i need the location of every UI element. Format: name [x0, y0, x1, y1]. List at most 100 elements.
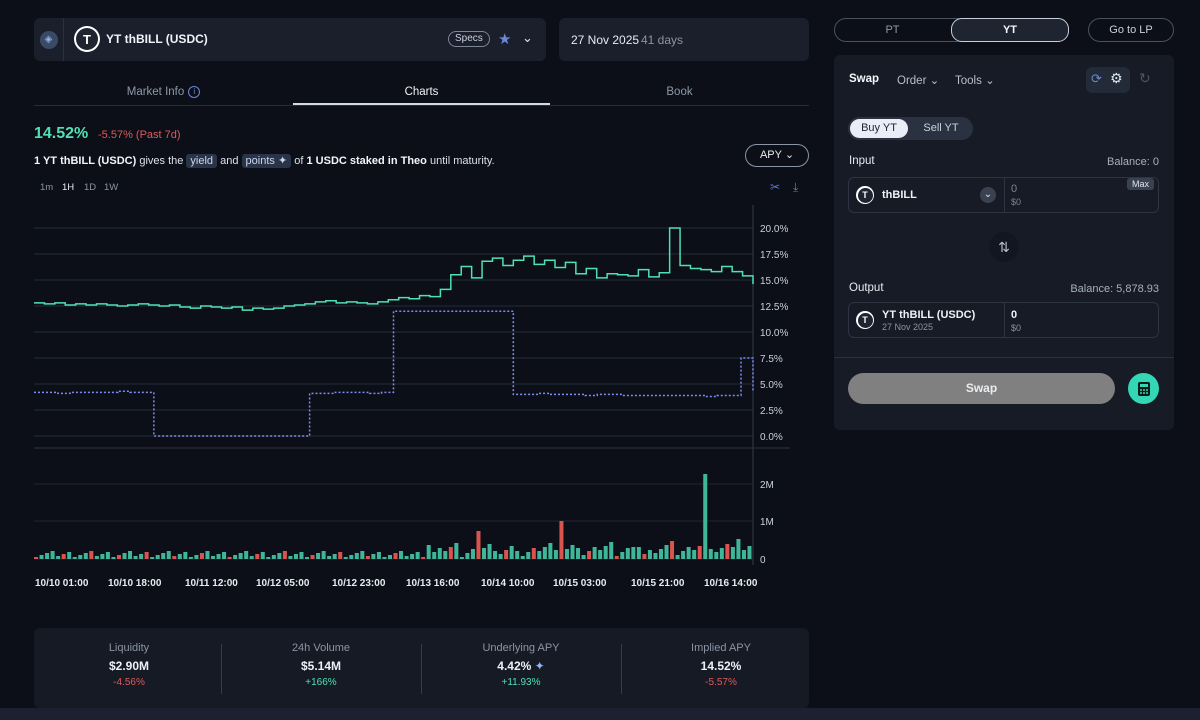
settings-tools-icon[interactable]: ✂	[770, 180, 781, 194]
volume-bar	[310, 555, 315, 559]
tab-book[interactable]: Book	[666, 86, 693, 98]
star-icon[interactable]: ★	[498, 31, 512, 48]
token-select-chevron-icon[interactable]: ⌄	[980, 187, 996, 203]
volume-bar	[515, 551, 520, 559]
tab-swap[interactable]: Swap	[849, 73, 880, 85]
volume-bar	[349, 555, 354, 559]
volume-bar	[415, 552, 420, 559]
volume-bar	[321, 551, 326, 559]
volume-bar	[736, 539, 741, 559]
tab-order[interactable]: Order ⌄	[897, 73, 939, 87]
volume-bar	[83, 553, 88, 559]
pt-toggle-button[interactable]: PT	[885, 24, 900, 36]
refresh-route-icon[interactable]: ⟳	[1091, 71, 1102, 86]
volume-bar	[692, 550, 697, 559]
apy-selector[interactable]: APY ⌄	[745, 144, 809, 167]
volume-bar	[670, 541, 675, 559]
stat-liquidity: Liquidity $2.90M -4.56%	[34, 642, 224, 688]
x-tick-label: 10/15 03:00	[553, 578, 607, 589]
tab-charts[interactable]: Charts	[404, 86, 439, 98]
volume-bar	[581, 555, 586, 559]
volume-bar	[703, 474, 708, 559]
y-tick-label: 5.0%	[760, 380, 783, 391]
volume-bar	[653, 553, 658, 559]
swap-button[interactable]: Swap	[848, 373, 1115, 404]
volume-bar	[277, 553, 282, 559]
stat-implied-apy: Implied APY 14.52% -5.57%	[626, 642, 816, 688]
volume-bar	[537, 551, 542, 559]
input-token[interactable]: thBILL	[882, 189, 917, 201]
volume-bar	[354, 553, 359, 559]
timeframe-1w[interactable]: 1W	[104, 182, 119, 193]
volume-bar	[45, 553, 50, 559]
chevron-down-icon[interactable]: ⌄	[522, 30, 533, 45]
volume-bar	[249, 556, 254, 559]
volume-bar	[111, 557, 116, 559]
volume-tick-label: 2M	[760, 480, 774, 491]
specs-button[interactable]: Specs	[448, 31, 490, 47]
volume-bar	[94, 556, 99, 559]
volume-bar	[553, 550, 558, 559]
volume-bar	[504, 550, 509, 559]
volume-bar	[332, 554, 337, 559]
x-tick-label: 10/12 23:00	[332, 578, 386, 589]
stat-label: Underlying APY	[482, 642, 560, 654]
desc-until: until maturity.	[429, 155, 495, 167]
stat-change: +166%	[305, 677, 337, 688]
desc-prefix: 1 YT thBILL (USDC)	[34, 155, 137, 167]
volume-bar	[100, 554, 105, 559]
volume-bar	[393, 553, 398, 559]
buy-yt-button[interactable]: Buy YT	[850, 119, 908, 138]
desc-gives: gives the	[139, 155, 184, 167]
output-balance: Balance: 5,878.93	[1070, 283, 1159, 295]
volume-bar	[465, 553, 470, 559]
info-icon[interactable]: i	[188, 86, 201, 98]
stat-label: Liquidity	[108, 642, 150, 654]
protocol-logo[interactable]: ◈	[34, 18, 64, 61]
volume-bar	[714, 552, 719, 559]
volume-bar	[620, 552, 625, 559]
timeframe-1d[interactable]: 1D	[84, 182, 97, 193]
stat-value: $5.14M	[300, 659, 342, 673]
volume-bar	[238, 553, 243, 559]
volume-bar	[194, 555, 199, 559]
yt-toggle-button[interactable]: YT	[951, 18, 1069, 42]
timeframe-1h[interactable]: 1H	[62, 182, 75, 193]
volume-bar	[233, 555, 238, 559]
volume-bar	[161, 553, 166, 559]
volume-bar	[144, 552, 149, 559]
max-button[interactable]: Max	[1127, 178, 1155, 190]
volume-bar	[487, 544, 492, 559]
volume-bar	[365, 556, 370, 559]
download-icon[interactable]: ⤓	[793, 180, 799, 194]
volume-bar	[150, 557, 155, 559]
gear-icon[interactable]: ⚙	[1110, 70, 1123, 86]
volume-bar	[719, 548, 724, 559]
volume-bar	[664, 545, 669, 559]
apy-change: -5.57% (Past 7d)	[98, 129, 181, 141]
switch-direction-icon[interactable]: ⇅	[989, 232, 1019, 262]
trade-panel: Swap Order ⌄ Tools ⌄ ⟳ ⚙ ↻ Buy YT Sell Y…	[834, 55, 1174, 430]
input-amount[interactable]: 0	[1011, 183, 1018, 195]
volume-bar	[376, 552, 381, 559]
tab-market-info[interactable]: Market Info i	[34, 86, 293, 98]
calculator-button[interactable]	[1128, 373, 1159, 404]
x-tick-label: 10/13 16:00	[406, 578, 460, 589]
volume-bar	[216, 554, 221, 559]
volume-bar	[531, 548, 536, 559]
timeframe-1m[interactable]: 1m	[40, 182, 54, 193]
apy-selector-label: APY	[759, 149, 782, 161]
underlying-apy-line	[34, 310, 754, 437]
reload-icon[interactable]: ↻	[1139, 70, 1151, 86]
output-label: Output	[849, 282, 884, 294]
sell-yt-button[interactable]: Sell YT	[923, 122, 959, 134]
go-to-lp-button[interactable]: Go to LP	[1088, 18, 1174, 42]
tab-tools[interactable]: Tools ⌄	[955, 73, 995, 87]
y-tick-label: 10.0%	[760, 328, 788, 339]
stat-label: Implied APY	[691, 642, 751, 654]
tether-icon: T	[857, 312, 873, 328]
active-tab-indicator	[293, 103, 550, 105]
volume-bar	[432, 552, 437, 559]
volume-bar	[459, 557, 464, 559]
stat-underlying-apy: Underlying APY 4.42% ✦ +11.93%	[426, 642, 616, 688]
